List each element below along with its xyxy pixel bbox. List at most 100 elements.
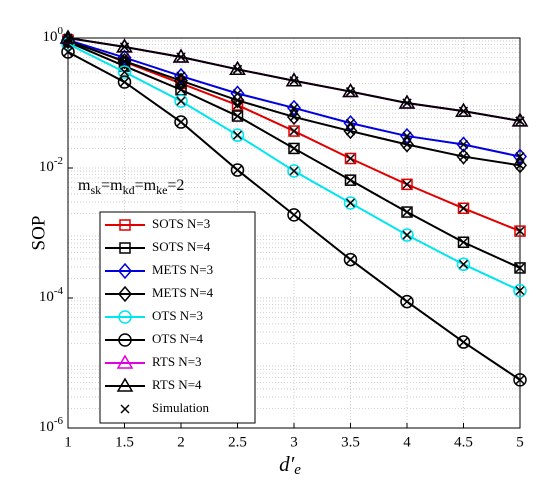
- marker: [345, 255, 356, 265]
- marker: [289, 210, 299, 220]
- marker: [515, 160, 525, 170]
- marker: [345, 153, 356, 164]
- marker: [287, 164, 301, 178]
- marker: [402, 139, 412, 150]
- marker: [117, 49, 132, 66]
- x-tick-label: 3.5: [341, 434, 360, 450]
- marker: [118, 333, 132, 347]
- marker: [513, 283, 527, 298]
- marker: [515, 263, 525, 273]
- marker: [172, 48, 190, 63]
- marker: [176, 76, 186, 86]
- marker: [456, 335, 471, 349]
- marker: [400, 127, 414, 145]
- marker: [402, 207, 412, 217]
- marker: [458, 337, 469, 347]
- x-tick-label: 2: [177, 434, 185, 450]
- marker: [402, 297, 412, 307]
- marker: [117, 53, 132, 70]
- marker: [116, 38, 133, 53]
- marker: [230, 92, 245, 109]
- marker: [458, 237, 469, 247]
- x-tick-label: 2.5: [228, 434, 247, 450]
- marker: [345, 126, 356, 136]
- marker: [345, 175, 356, 185]
- x-tick-label: 3: [290, 434, 298, 450]
- marker: [119, 219, 131, 231]
- marker: [458, 152, 469, 162]
- marker: [174, 115, 188, 129]
- y-tick-label: 10-2: [39, 155, 63, 176]
- marker: [402, 179, 412, 189]
- marker: [232, 111, 243, 121]
- marker: [119, 77, 130, 87]
- legend-label: METS N=3: [152, 262, 213, 277]
- annotation-part: =m: [135, 177, 157, 194]
- marker: [117, 65, 132, 79]
- marker: [63, 33, 73, 43]
- marker: [401, 178, 413, 191]
- marker: [176, 85, 186, 95]
- legend-label: Simulation: [152, 400, 210, 415]
- marker: [61, 45, 75, 59]
- marker: [174, 94, 188, 108]
- marker: [456, 257, 471, 272]
- x-axis-label: d′e: [279, 452, 301, 479]
- marker: [118, 262, 132, 280]
- legend-label: SOTS N=3: [152, 216, 210, 231]
- marker: [398, 94, 416, 109]
- marker: [118, 285, 132, 303]
- y-tick-label: 10-4: [39, 285, 64, 306]
- marker: [515, 152, 525, 162]
- marker: [513, 157, 527, 174]
- marker: [402, 98, 412, 108]
- marker: [513, 148, 527, 165]
- marker: [174, 67, 188, 85]
- legend-label: OTS N=4: [152, 331, 204, 346]
- marker: [401, 206, 413, 218]
- marker: [119, 242, 131, 254]
- marker: [119, 56, 130, 66]
- x-tick-label: 1: [64, 434, 72, 450]
- annotation-part: ke: [156, 183, 167, 197]
- legend-label: SOTS N=4: [152, 239, 211, 254]
- marker: [456, 148, 471, 165]
- marker: [287, 208, 301, 222]
- marker: [176, 117, 186, 127]
- marker: [515, 286, 525, 296]
- marker: [229, 60, 246, 76]
- marker: [288, 125, 300, 137]
- marker: [515, 116, 525, 126]
- marker: [513, 373, 527, 387]
- marker: [289, 112, 299, 122]
- marker: [230, 163, 245, 177]
- annotation: msk=mkd=mke=2: [78, 177, 184, 197]
- marker: [59, 29, 77, 44]
- marker: [515, 375, 525, 385]
- marker: [457, 236, 470, 249]
- marker: [176, 96, 186, 106]
- marker: [458, 259, 469, 269]
- marker: [400, 136, 414, 153]
- annotation-part: =2: [167, 177, 184, 194]
- marker: [232, 165, 243, 175]
- marker: [232, 130, 243, 140]
- annotation-part: kd: [123, 183, 135, 197]
- marker: [457, 202, 470, 215]
- marker: [120, 404, 130, 414]
- marker: [119, 42, 130, 52]
- marker: [402, 230, 412, 240]
- marker: [289, 143, 299, 153]
- marker: [288, 142, 300, 155]
- marker: [458, 106, 469, 116]
- marker: [343, 122, 358, 140]
- marker: [232, 95, 243, 105]
- x-tick-label: 1.5: [115, 434, 134, 450]
- marker: [118, 310, 132, 324]
- marker: [287, 108, 301, 126]
- marker: [289, 76, 299, 86]
- marker: [287, 99, 301, 117]
- marker: [289, 166, 299, 176]
- plot-frame: [67, 37, 521, 429]
